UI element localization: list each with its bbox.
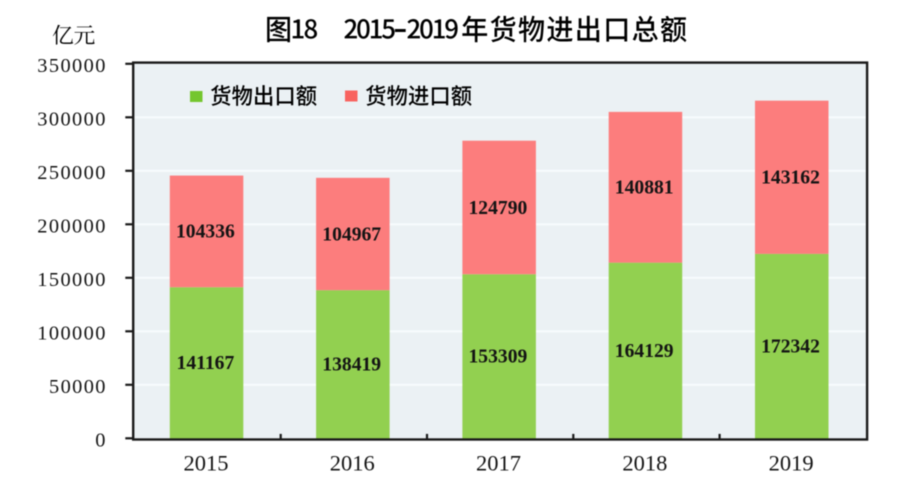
svg-text:150000: 150000: [37, 269, 105, 291]
svg-text:250000: 250000: [37, 162, 105, 184]
svg-text:143162: 143162: [761, 168, 820, 189]
svg-text:104336: 104336: [176, 222, 235, 243]
svg-text:2019: 2019: [769, 450, 814, 475]
svg-text:2015: 2015: [184, 450, 229, 475]
svg-text:0: 0: [95, 429, 105, 451]
svg-text:300000: 300000: [37, 108, 105, 130]
svg-text:2018: 2018: [622, 450, 667, 475]
svg-text:172342: 172342: [761, 336, 820, 357]
svg-text:2016: 2016: [330, 450, 375, 475]
svg-text:50000: 50000: [49, 376, 106, 398]
svg-text:140881: 140881: [615, 178, 674, 199]
svg-text:350000: 350000: [37, 55, 105, 77]
svg-text:138419: 138419: [322, 355, 381, 376]
svg-text:153309: 153309: [469, 347, 528, 368]
svg-text:200000: 200000: [37, 215, 105, 237]
svg-text:104967: 104967: [322, 224, 381, 245]
svg-text:141167: 141167: [177, 353, 235, 374]
svg-text:164129: 164129: [615, 341, 674, 362]
svg-text:100000: 100000: [37, 322, 105, 344]
svg-text:124790: 124790: [469, 198, 528, 219]
svg-text:2017: 2017: [476, 450, 521, 475]
